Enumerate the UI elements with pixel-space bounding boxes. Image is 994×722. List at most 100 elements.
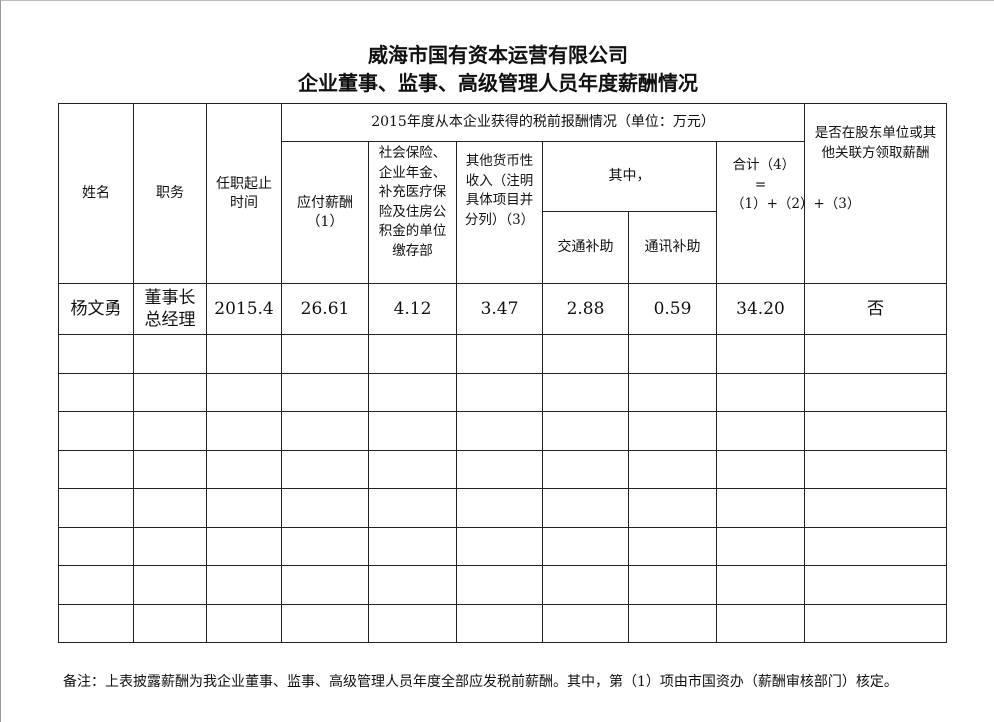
cell-other: 3.47 xyxy=(456,283,543,335)
empty-cell xyxy=(281,488,369,528)
empty-cell xyxy=(804,526,948,566)
empty-cell xyxy=(542,603,629,643)
empty-cell xyxy=(456,334,543,374)
empty-row xyxy=(58,449,948,489)
empty-cell xyxy=(804,603,948,643)
empty-cell xyxy=(628,334,717,374)
empty-cell xyxy=(206,334,282,374)
header-insurance: 社会保险、企业年金、补充医疗保险及住房公积金的单位缴存部 xyxy=(368,141,457,284)
header-transport: 交通补助 xyxy=(542,211,629,284)
empty-cell xyxy=(368,565,457,605)
salary-table: 姓名 职务 任职起止时间 2015年度从本企业获得的税前报酬情况（单位：万元） … xyxy=(58,103,948,643)
empty-cell xyxy=(456,565,543,605)
cell-related: 否 xyxy=(804,283,948,335)
empty-row xyxy=(58,411,948,451)
empty-cell xyxy=(281,334,369,374)
cell-telecom: 0.59 xyxy=(628,283,717,335)
empty-cell xyxy=(715,372,806,412)
empty-cell xyxy=(368,449,457,489)
empty-cell xyxy=(628,372,717,412)
header-name: 姓名 xyxy=(58,103,134,284)
empty-cell xyxy=(715,565,806,605)
empty-row xyxy=(58,603,948,643)
empty-cell xyxy=(628,411,717,451)
empty-cell xyxy=(628,603,717,643)
empty-cell xyxy=(715,488,806,528)
empty-cell xyxy=(715,334,806,374)
header-other: 其他货币性收入（注明具体项目并分列）（3） xyxy=(456,141,543,284)
empty-cell xyxy=(542,488,629,528)
empty-cell xyxy=(133,411,207,451)
empty-cell xyxy=(804,565,948,605)
empty-cell xyxy=(133,334,207,374)
empty-cell xyxy=(206,565,282,605)
empty-cell xyxy=(542,334,629,374)
position-line1: 董事长 xyxy=(144,288,196,308)
empty-cell xyxy=(804,488,948,528)
empty-cell xyxy=(715,449,806,489)
empty-cell xyxy=(456,449,543,489)
empty-cell xyxy=(628,526,717,566)
empty-cell xyxy=(206,488,282,528)
empty-cell xyxy=(628,565,717,605)
cell-total: 34.20 xyxy=(715,283,806,335)
empty-cell xyxy=(456,526,543,566)
empty-cell xyxy=(281,449,369,489)
empty-cell xyxy=(206,603,282,643)
empty-cell xyxy=(281,526,369,566)
empty-cell xyxy=(628,488,717,528)
empty-cell xyxy=(368,488,457,528)
empty-cell xyxy=(456,488,543,528)
header-telecom: 通讯补助 xyxy=(628,211,717,284)
empty-cell xyxy=(133,603,207,643)
empty-cell xyxy=(206,449,282,489)
empty-cell xyxy=(281,603,369,643)
empty-cell xyxy=(542,372,629,412)
cell-name: 杨文勇 xyxy=(58,283,134,335)
document-title-company: 威海市国有资本运营有限公司 xyxy=(368,43,628,67)
document-title-subject: 企业董事、监事、高级管理人员年度薪酬情况 xyxy=(298,71,698,95)
empty-cell xyxy=(133,488,207,528)
empty-cell xyxy=(456,603,543,643)
empty-row xyxy=(58,488,948,528)
cell-term: 2015.4 xyxy=(206,283,282,335)
empty-cell xyxy=(542,411,629,451)
table-row: 杨文勇 董事长 总经理 2015.4 26.61 4.12 3.47 2.88 0… xyxy=(58,283,948,335)
empty-cell xyxy=(206,526,282,566)
empty-cell xyxy=(715,603,806,643)
empty-cell xyxy=(58,526,134,566)
empty-cell xyxy=(133,449,207,489)
cell-position: 董事长 总经理 xyxy=(133,283,207,335)
empty-cell xyxy=(715,411,806,451)
position-line2: 总经理 xyxy=(144,310,196,330)
header-term: 任职起止时间 xyxy=(206,103,282,284)
empty-cell xyxy=(58,488,134,528)
empty-cell xyxy=(628,449,717,489)
header-total: 合计（4）=（1）+（2）+（3） xyxy=(715,141,860,284)
empty-cell xyxy=(804,411,948,451)
empty-cell xyxy=(281,411,369,451)
empty-row xyxy=(58,372,948,412)
empty-cell xyxy=(133,565,207,605)
empty-cell xyxy=(456,372,543,412)
header-among: 其中， xyxy=(542,140,717,213)
empty-cell xyxy=(58,449,134,489)
empty-cell xyxy=(368,372,457,412)
empty-cell xyxy=(206,372,282,412)
empty-cell xyxy=(368,411,457,451)
empty-cell xyxy=(58,372,134,412)
empty-cell xyxy=(58,603,134,643)
empty-cell xyxy=(804,372,948,412)
cell-insurance: 4.12 xyxy=(368,283,457,335)
empty-cell xyxy=(804,334,948,374)
empty-row xyxy=(58,334,948,374)
footnote: 备注：上表披露薪酬为我企业董事、监事、高级管理人员年度全部应发税前薪酬。其中，第… xyxy=(63,674,898,690)
empty-cell xyxy=(133,526,207,566)
header-salary: 应付薪酬（1） xyxy=(281,141,369,284)
empty-cell xyxy=(368,603,457,643)
empty-cell xyxy=(206,411,282,451)
header-group: 2015年度从本企业获得的税前报酬情况（单位：万元） xyxy=(280,103,806,142)
cell-salary: 26.61 xyxy=(281,283,369,335)
empty-cell xyxy=(542,565,629,605)
header-related: 是否在股东单位或其他关联方领取薪酬 xyxy=(804,103,948,284)
